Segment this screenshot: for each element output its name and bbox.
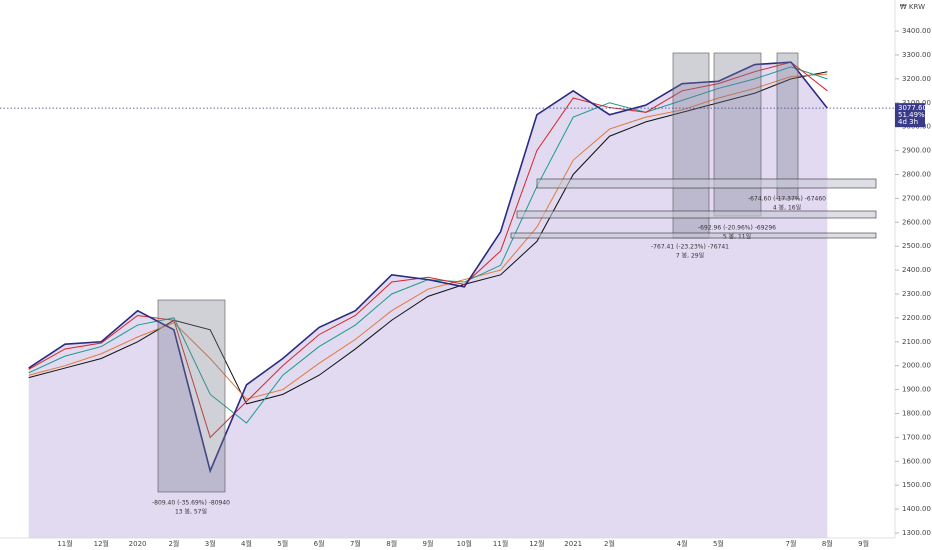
y-tick-label: 2500.00 [902, 242, 931, 250]
y-tick-label: 2000.00 [902, 362, 931, 370]
zone-box [510, 232, 877, 239]
x-tick-label: 5월 [713, 539, 724, 548]
y-tick-label: 3100.00 [902, 99, 931, 107]
x-tick-label: 9월 [423, 539, 434, 548]
y-tick-label: 1400.00 [902, 505, 931, 513]
x-tick-label: 4월 [677, 539, 688, 548]
y-tick-label: 1600.00 [902, 457, 931, 465]
y-tick-label: 2100.00 [902, 338, 931, 346]
y-tick-label: 3300.00 [902, 51, 931, 59]
last-price-label: 3077.60 [898, 104, 927, 112]
annotation: 4 봉, 16일 [773, 204, 801, 212]
annotation: 13 봉, 57일 [175, 508, 207, 516]
x-tick-label: 2월 [168, 539, 179, 548]
y-tick-label: 1800.00 [902, 409, 931, 417]
x-tick-label: 11월 [493, 539, 508, 548]
range-box [713, 52, 762, 217]
y-tick-label: 3400.00 [902, 27, 931, 35]
series-line [28, 73, 828, 400]
zone-box [536, 178, 877, 189]
x-tick-label: 9월 [858, 539, 869, 548]
annotation: -674.60 (-17.37%) -67460 [748, 196, 826, 203]
y-tick-label: 1700.00 [902, 433, 931, 441]
y-tick-label: 2900.00 [902, 147, 931, 155]
x-tick-label: 8월 [822, 539, 833, 548]
range-box [672, 52, 710, 239]
x-tick-label: 7월 [786, 539, 797, 548]
y-tick-label: 2200.00 [902, 314, 931, 322]
x-tick-label: 12월 [529, 539, 544, 548]
annotation: -809.40 (-35.69%) -80940 [152, 500, 230, 507]
x-tick-label: 2월 [604, 539, 615, 548]
annotation: -767.41 (-23.23%) -76741 [651, 244, 729, 251]
last-price-time: 4d 3h [898, 118, 918, 126]
y-tick-label: 1300.00 [902, 529, 931, 537]
x-tick-label: 12월 [94, 539, 109, 548]
x-tick-label: 2021 [564, 540, 582, 548]
x-tick-label: 4월 [241, 539, 252, 548]
y-tick-label: 3200.00 [902, 75, 931, 83]
y-tick-label: 2700.00 [902, 194, 931, 202]
x-tick-label: 10월 [457, 539, 472, 548]
annotation: -692.96 (-20.96%) -69296 [698, 225, 776, 232]
x-tick-label: 8월 [386, 539, 397, 548]
y-tick-label: 2300.00 [902, 290, 931, 298]
annotation: 5 봉, 11일 [723, 233, 751, 241]
y-tick-label: 2400.00 [902, 266, 931, 274]
series-line [28, 61, 828, 439]
x-tick-label: 2020 [129, 540, 147, 548]
last-price-badge [895, 103, 925, 128]
last-price-change: 51.49% [898, 111, 925, 119]
y-tick-label: 2800.00 [902, 170, 931, 178]
x-tick-label: 5월 [277, 539, 288, 548]
annotation: 7 봉, 29일 [676, 252, 704, 260]
x-tick-label: 6월 [314, 539, 325, 548]
y-tick-label: 1900.00 [902, 386, 931, 394]
measure-boxes [157, 52, 877, 493]
y-tick-label: 1500.00 [902, 481, 931, 489]
x-tick-label: 11월 [57, 539, 72, 548]
range-box [157, 299, 226, 493]
series-line [28, 61, 828, 474]
currency-label: ₩ KRW [900, 3, 925, 11]
x-tick-label: 3월 [205, 539, 216, 548]
range-box [776, 52, 799, 200]
zone-box [516, 210, 877, 219]
y-tick-label: 2600.00 [902, 218, 931, 226]
x-tick-label: 7월 [350, 539, 361, 548]
